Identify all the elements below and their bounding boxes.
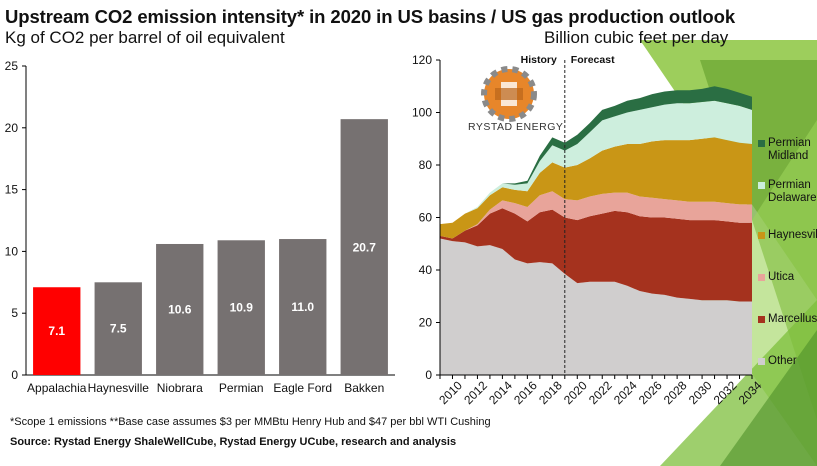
y-tick-label: 80 [419, 158, 433, 172]
area-permian-delaware [440, 100, 752, 225]
x-category-label: Bakken [344, 381, 384, 395]
legend-label: Permian Delaware [768, 179, 817, 204]
x-tick-label: 2018 [536, 378, 565, 407]
x-tick-label: 2012 [461, 378, 490, 407]
gas-production-area-chart: 0204060801001202010201220142016201820202… [412, 53, 765, 407]
x-tick-label: 2026 [636, 378, 665, 407]
y-tick-label: 0 [11, 368, 18, 382]
legend-label: Marcellus [768, 313, 817, 325]
bar-data-label: 10.6 [168, 302, 192, 316]
area-permian-midland [440, 86, 752, 225]
left-chart-subtitle: Kg of CO2 per barrel of oil equivalent [5, 28, 285, 47]
y-tick-label: 15 [5, 183, 19, 197]
x-tick-label: 2024 [611, 378, 640, 407]
x-tick-label: 2016 [511, 378, 540, 407]
legend-swatch [758, 232, 765, 239]
x-category-label: Haynesville [88, 381, 150, 395]
bar-data-label: 10.9 [230, 301, 254, 315]
area-haynesville [440, 137, 752, 239]
source-note: Source: Rystad Energy ShaleWellCube, Rys… [10, 436, 457, 448]
legend-swatch [758, 274, 765, 281]
bar-niobrara [156, 243, 204, 375]
x-tick-label: 2032 [711, 378, 740, 407]
x-tick-label: 2020 [561, 378, 590, 407]
logo-text: RYSTAD ENERGY [468, 121, 564, 133]
area-other [440, 238, 752, 375]
x-tick-label: 2022 [586, 378, 615, 407]
bar-permian [217, 240, 265, 375]
legend-swatch [758, 182, 765, 189]
bar-bakken [340, 119, 388, 375]
y-tick-label: 10 [5, 244, 19, 258]
x-category-label: Permian [219, 381, 264, 395]
x-tick-label: 2028 [661, 378, 690, 407]
legend-label: Haynesville [768, 229, 817, 241]
history-annotation: History [521, 54, 557, 66]
y-tick-label: 20 [419, 316, 433, 330]
y-tick-label: 60 [419, 211, 433, 225]
bar-data-label: 20.7 [353, 241, 377, 255]
emission-intensity-bar-chart: 0 5 10 15 20 25 7.1 Appalachia 7.5 Haynesville 10.… [5, 59, 395, 395]
area-marcellus [440, 208, 752, 302]
bar-eagle-ford [279, 239, 327, 375]
y-tick-label: 40 [419, 263, 433, 277]
x-category-label: Eagle Ford [273, 381, 332, 395]
rystad-logo-icon [481, 66, 537, 122]
footnote: *Scope 1 emissions **Base case assumes $… [10, 416, 491, 428]
y-tick-label: 20 [5, 121, 19, 135]
x-tick-label: 2030 [686, 378, 715, 407]
y-tick-label: 100 [412, 106, 432, 120]
legend-swatch [758, 140, 765, 147]
bar-appalachia [33, 287, 81, 375]
bar-data-label: 11.0 [291, 300, 314, 314]
x-category-label: Niobrara [157, 381, 203, 395]
legend-label: Utica [768, 271, 795, 283]
y-tick-label: 5 [11, 306, 18, 320]
y-tick-label: 0 [425, 368, 432, 382]
bar-data-label: 7.1 [48, 324, 65, 338]
bar-haynesville [94, 282, 142, 375]
x-tick-label: 2014 [486, 378, 515, 407]
y-tick-label: 25 [5, 59, 19, 73]
x-tick-label: 2034 [736, 378, 765, 407]
x-category-label: Appalachia [27, 381, 87, 395]
legend-swatch [758, 358, 765, 365]
right-chart-subtitle: Billion cubic feet per day [544, 28, 729, 47]
forecast-annotation: Forecast [571, 54, 615, 66]
bar-data-label: 7.5 [110, 322, 127, 336]
x-tick-label: 2010 [436, 378, 465, 407]
y-tick-label: 120 [412, 53, 432, 67]
legend-label: Permian Midland [768, 137, 811, 162]
page-title: Upstream CO2 emission intensity* in 2020… [5, 6, 736, 27]
legend-swatch [758, 316, 765, 323]
legend-label: Other [768, 355, 797, 367]
area-utica [440, 191, 752, 239]
